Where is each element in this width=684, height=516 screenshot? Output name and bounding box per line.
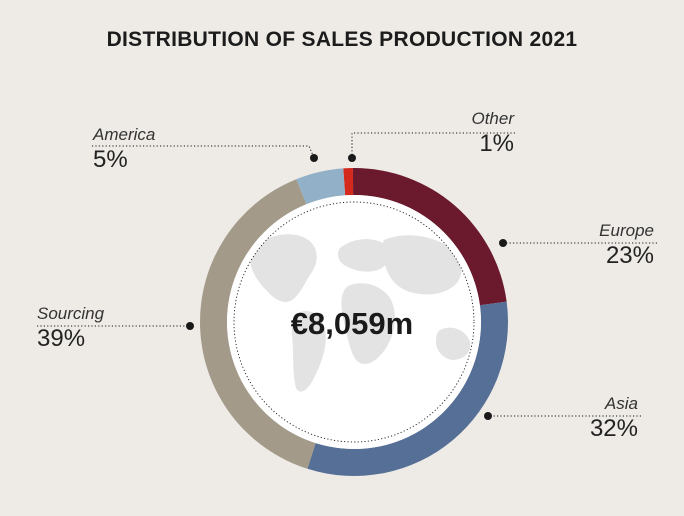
label-other-value: 1% bbox=[479, 130, 514, 157]
leader-lines bbox=[37, 132, 657, 420]
label-sourcing: Sourcing 39% bbox=[37, 304, 104, 354]
label-america-value: 5% bbox=[93, 146, 128, 173]
slice-asia bbox=[307, 301, 508, 476]
label-asia-value: 32% bbox=[589, 415, 638, 442]
inner-dotted-ring bbox=[233, 201, 475, 443]
chart-title: DISTRIBUTION OF SALES PRODUCTION 2021 bbox=[106, 28, 578, 51]
label-sourcing-value: 39% bbox=[37, 325, 86, 352]
label-europe-value: 23% bbox=[605, 242, 654, 269]
label-europe: Europe 23% bbox=[599, 221, 654, 271]
slice-sourcing bbox=[200, 179, 316, 469]
label-other: Other 1% bbox=[471, 109, 514, 159]
leader-dot-other bbox=[348, 154, 356, 162]
leader-dot-asia bbox=[484, 412, 492, 420]
leader-line-america bbox=[92, 145, 315, 159]
slice-europe bbox=[352, 168, 507, 306]
label-europe-name: Europe bbox=[599, 221, 654, 240]
label-sourcing-name: Sourcing bbox=[37, 304, 105, 323]
leader-dot-sourcing bbox=[186, 322, 194, 330]
leader-dot-america bbox=[310, 154, 318, 162]
leader-dot-europe bbox=[499, 239, 507, 247]
donut-slices bbox=[200, 168, 508, 476]
slice-america bbox=[296, 168, 346, 205]
label-asia: Asia 32% bbox=[590, 394, 638, 444]
slice-other bbox=[343, 168, 354, 196]
label-asia-name: Asia bbox=[604, 394, 638, 413]
world-map-icon bbox=[249, 234, 471, 392]
label-america-name: America bbox=[93, 125, 156, 144]
center-total-label: €8,059m bbox=[291, 306, 413, 341]
label-america: America 5% bbox=[93, 125, 155, 175]
label-other-name: Other bbox=[471, 109, 514, 128]
